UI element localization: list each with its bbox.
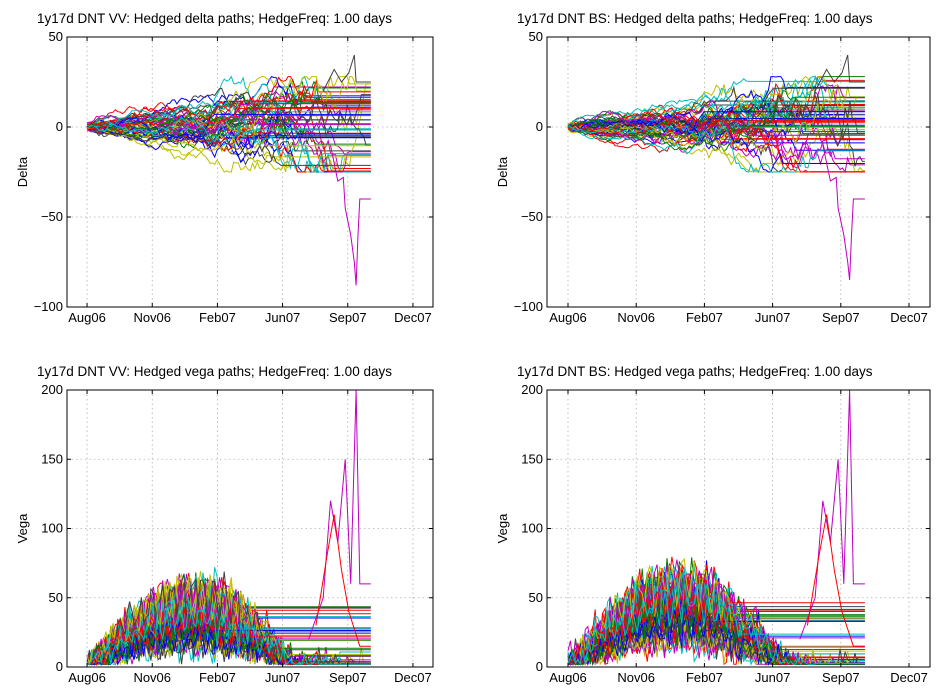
series-path bbox=[86, 576, 371, 665]
series-paths bbox=[86, 390, 371, 667]
y-tick-label: 0 bbox=[56, 119, 63, 134]
chart-panel-2: Aug06 Nov06 Feb07 Jun07 Sep07 Dec07 50 0 −50 −100… bbox=[495, 11, 931, 325]
x-tick-label: Dec07 bbox=[890, 670, 928, 685]
y-tick-label: −100 bbox=[34, 299, 63, 314]
series-path bbox=[567, 124, 865, 173]
series-path bbox=[799, 390, 865, 640]
series-path bbox=[87, 571, 371, 665]
chart-title: 1y17d DNT VV: Hedged vega paths; HedgeFr… bbox=[37, 364, 392, 379]
x-tick-label: Sep07 bbox=[329, 310, 367, 325]
y-tick-label: −100 bbox=[514, 299, 543, 314]
y-tick-label: 100 bbox=[521, 521, 543, 536]
chart-panel-4: Aug06 Nov06 Feb07 Jun07 Sep07 Dec07 200 150 100 5… bbox=[495, 364, 931, 685]
series-path bbox=[86, 75, 371, 127]
series-path bbox=[315, 514, 371, 647]
series-path bbox=[86, 104, 371, 127]
series-path bbox=[308, 390, 371, 640]
y-tick-label: 100 bbox=[41, 521, 63, 536]
x-tick-label: Dec07 bbox=[890, 310, 928, 325]
series-path bbox=[567, 617, 865, 666]
y-tick-label: 0 bbox=[536, 659, 543, 674]
y-tick-label: 200 bbox=[41, 382, 63, 397]
series-path bbox=[87, 611, 371, 667]
series-path bbox=[567, 577, 865, 666]
chart-title: 1y17d DNT VV: Hedged delta paths; HedgeF… bbox=[37, 11, 392, 26]
x-tick-label: Sep07 bbox=[822, 670, 860, 685]
series-paths bbox=[567, 54, 865, 281]
y-axis-label: Delta bbox=[15, 156, 30, 187]
chart-title: 1y17d DNT BS: Hedged vega paths; HedgeFr… bbox=[517, 364, 873, 379]
x-tick-label: Jun07 bbox=[755, 310, 790, 325]
series-path bbox=[567, 115, 865, 173]
series-paths bbox=[567, 390, 865, 667]
y-tick-label: 50 bbox=[49, 29, 63, 44]
series-path bbox=[322, 54, 371, 92]
series-path bbox=[567, 616, 865, 667]
y-tick-label: 200 bbox=[521, 382, 543, 397]
series-path bbox=[806, 514, 865, 647]
series-path bbox=[567, 87, 865, 133]
series-path bbox=[87, 125, 371, 166]
series-path bbox=[567, 124, 865, 147]
series-path bbox=[567, 119, 865, 173]
x-tick-label: Sep07 bbox=[822, 310, 860, 325]
y-tick-label: 0 bbox=[56, 659, 63, 674]
y-tick-label: 50 bbox=[49, 590, 63, 605]
y-axis-label: Vega bbox=[15, 513, 30, 543]
x-tick-label: Feb07 bbox=[686, 670, 723, 685]
series-path bbox=[87, 599, 371, 665]
series-path bbox=[567, 579, 865, 667]
x-tick-label: Feb07 bbox=[686, 310, 723, 325]
series-path bbox=[86, 87, 371, 137]
x-tick-label: Nov06 bbox=[133, 310, 171, 325]
y-tick-label: −50 bbox=[521, 209, 543, 224]
x-tick-label: Jun07 bbox=[265, 670, 300, 685]
series-path bbox=[86, 102, 371, 136]
series-path bbox=[567, 117, 865, 144]
series-path bbox=[87, 105, 371, 145]
series-path bbox=[567, 573, 865, 665]
x-tick-label: Nov06 bbox=[617, 670, 655, 685]
x-tick-label: Feb07 bbox=[199, 310, 236, 325]
y-tick-label: 150 bbox=[41, 451, 63, 466]
series-path bbox=[567, 578, 865, 666]
series-path bbox=[86, 116, 371, 149]
y-tick-label: 50 bbox=[529, 29, 543, 44]
series-paths bbox=[86, 54, 371, 286]
y-tick-label: −50 bbox=[41, 209, 63, 224]
chart-panel-1: Aug06 Nov06 Feb07 Jun07 Sep07 Dec07 50 0 −50 −100… bbox=[15, 11, 434, 325]
x-tick-label: Sep07 bbox=[329, 670, 367, 685]
y-tick-label: 150 bbox=[521, 451, 543, 466]
x-tick-label: Jun07 bbox=[265, 310, 300, 325]
chart-title: 1y17d DNT BS: Hedged delta paths; HedgeF… bbox=[517, 11, 873, 26]
series-path bbox=[86, 117, 371, 174]
series-path bbox=[814, 54, 865, 92]
y-tick-label: 0 bbox=[536, 119, 543, 134]
plot-box bbox=[66, 36, 434, 308]
y-tick-label: 50 bbox=[529, 590, 543, 605]
x-tick-label: Aug06 bbox=[549, 310, 587, 325]
series-path bbox=[330, 144, 371, 286]
x-tick-label: Aug06 bbox=[549, 670, 587, 685]
series-path bbox=[567, 123, 865, 173]
y-axis-label: Delta bbox=[495, 156, 510, 187]
x-tick-label: Dec07 bbox=[394, 310, 432, 325]
series-path bbox=[567, 111, 865, 129]
x-tick-label: Feb07 bbox=[199, 670, 236, 685]
x-tick-label: Jun07 bbox=[755, 670, 790, 685]
x-tick-label: Aug06 bbox=[68, 670, 106, 685]
plot-box bbox=[546, 36, 931, 308]
x-tick-label: Aug06 bbox=[68, 310, 106, 325]
chart-panel-3: Aug06 Nov06 Feb07 Jun07 Sep07 Dec07 200 150 100 5… bbox=[15, 364, 434, 685]
series-path bbox=[87, 107, 371, 132]
y-axis-label: Vega bbox=[495, 513, 510, 543]
series-path bbox=[567, 115, 865, 155]
x-tick-label: Nov06 bbox=[133, 670, 171, 685]
series-path bbox=[822, 144, 865, 281]
x-tick-label: Dec07 bbox=[394, 670, 432, 685]
x-tick-label: Nov06 bbox=[617, 310, 655, 325]
